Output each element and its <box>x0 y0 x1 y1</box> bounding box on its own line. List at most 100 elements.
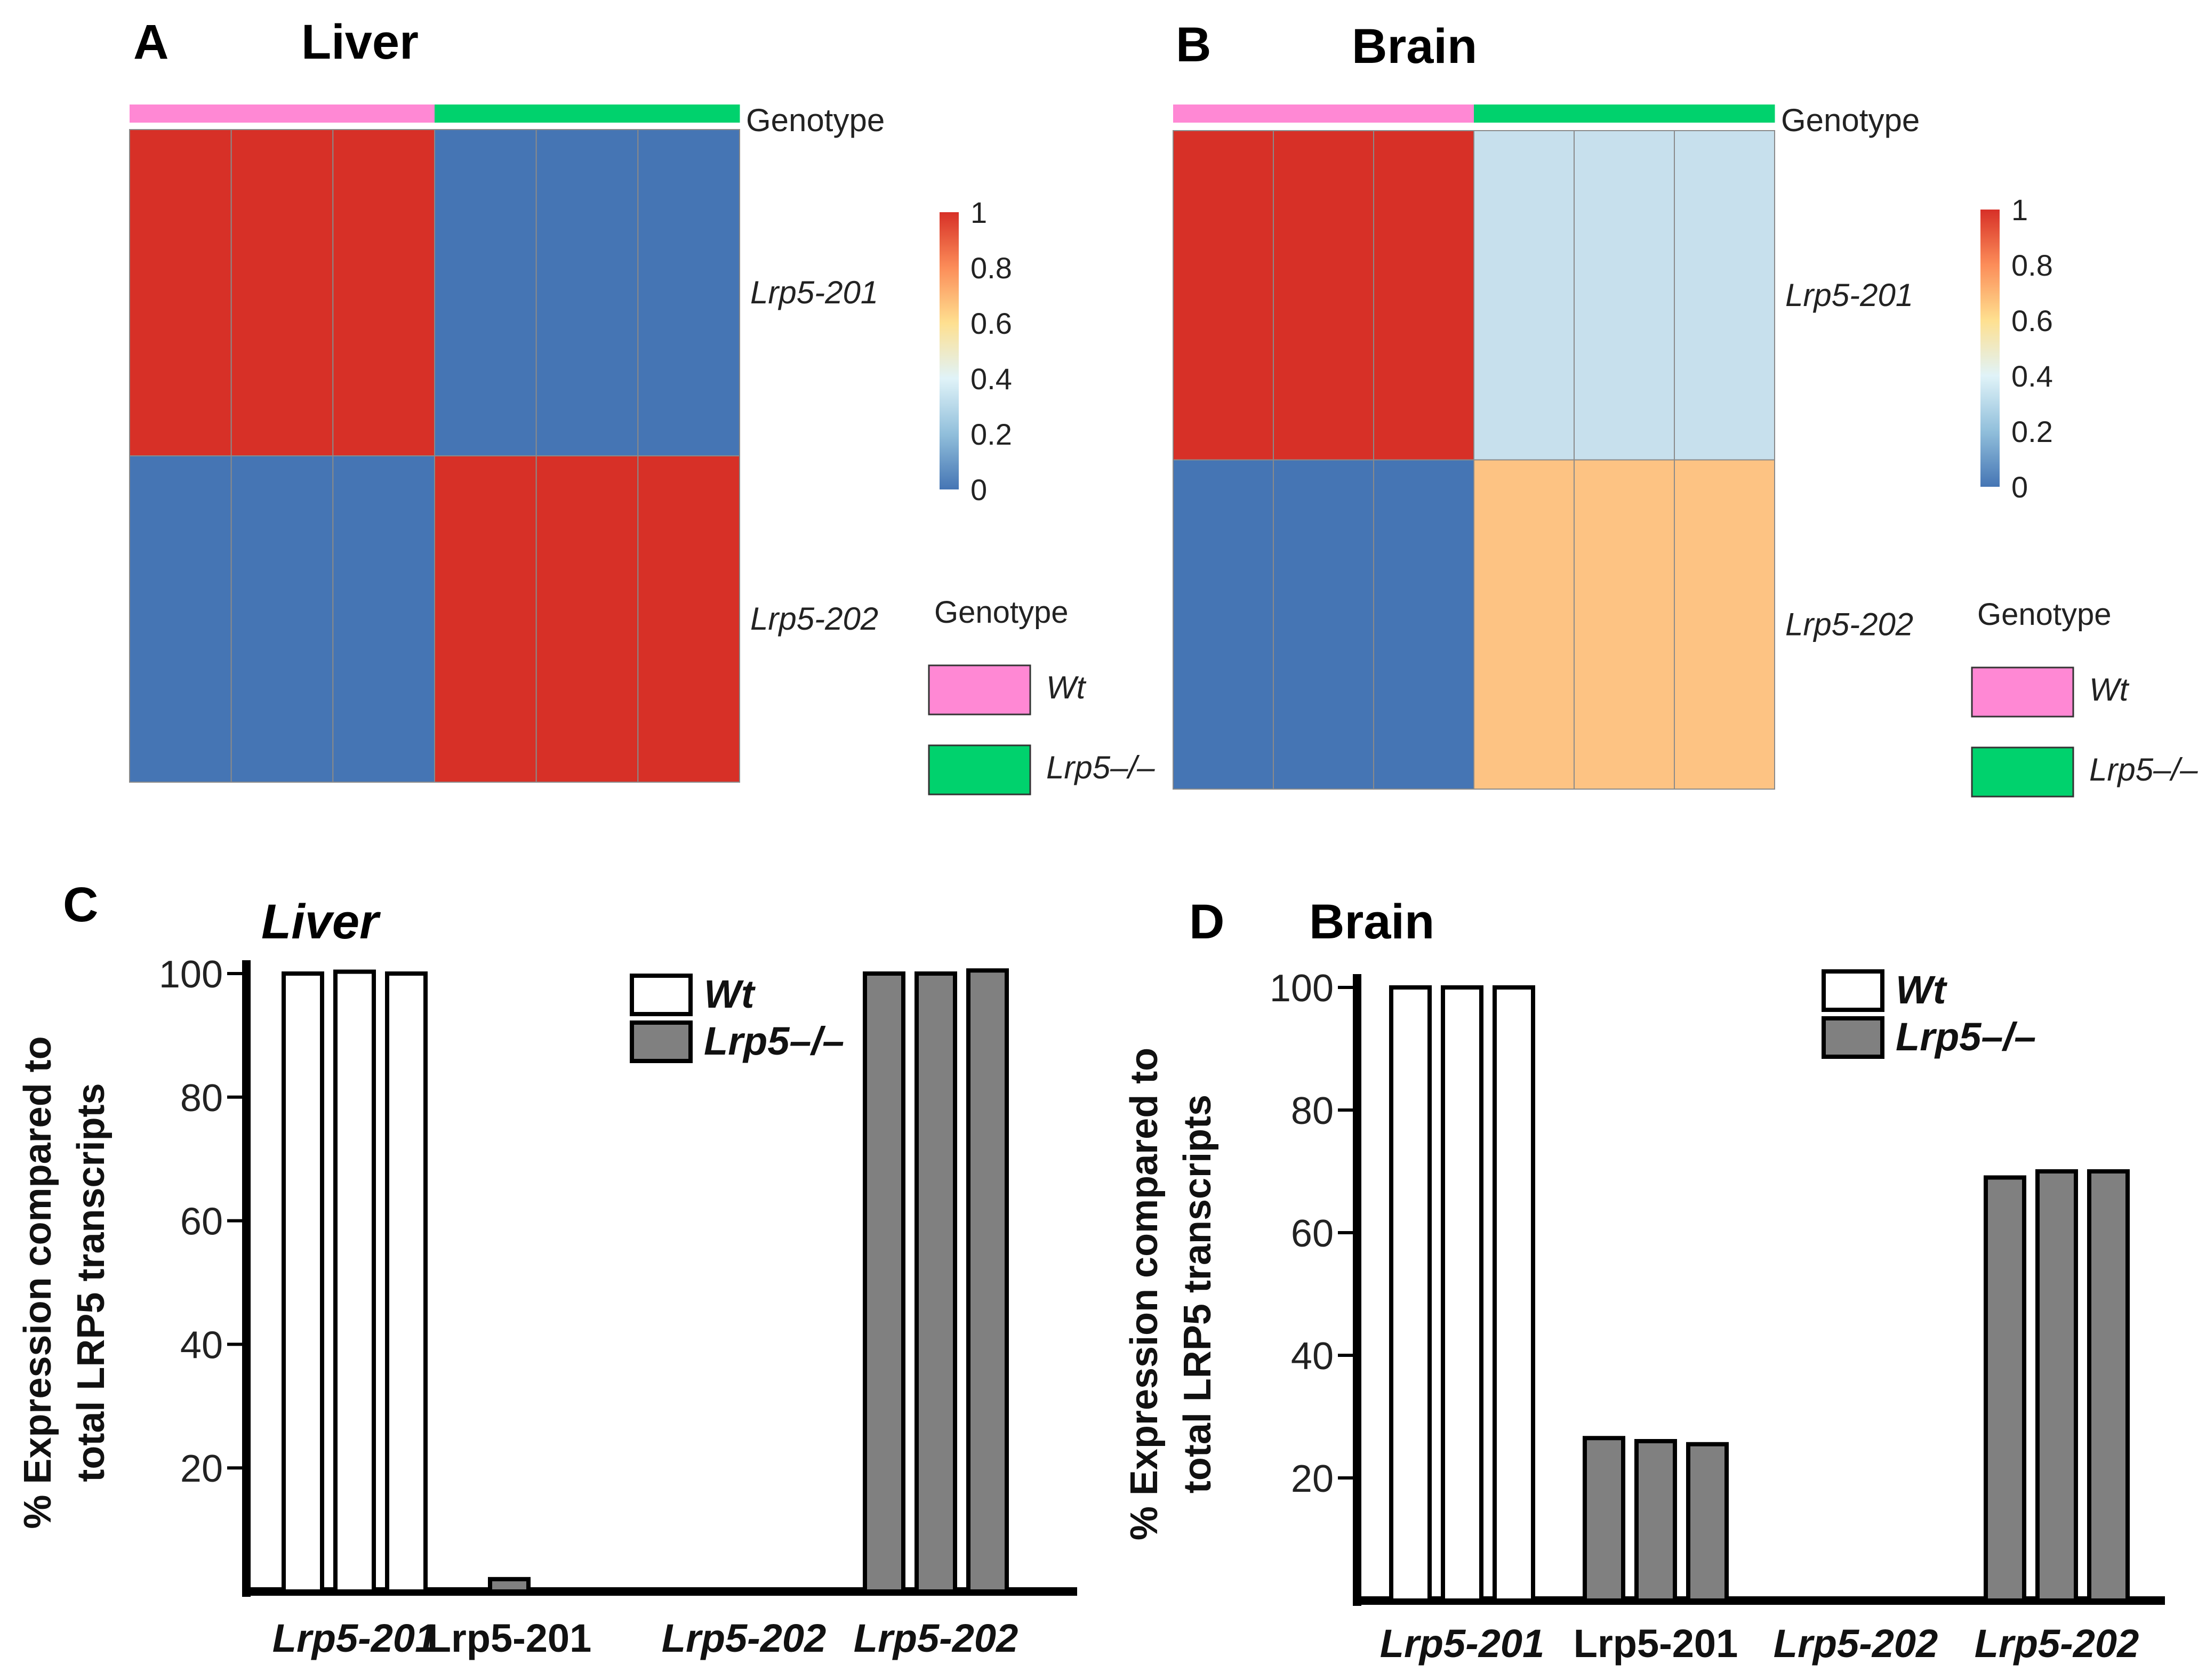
panel-letter-d: D <box>1189 895 1224 949</box>
heatmap-cell-lrp5-202 <box>1574 459 1675 790</box>
x-tick-label-lrp5-201: Lrp5-201 <box>427 1616 591 1660</box>
legend-title: Genotype <box>1977 597 2112 632</box>
y-tick-label: 80 <box>1291 1090 1334 1132</box>
legend-title: Genotype <box>934 595 1069 630</box>
colorbar-tick-label: 0.8 <box>2011 248 2053 282</box>
y-axis-label-line: % Expression compared to <box>1123 1048 1166 1540</box>
panel-letter-c: C <box>63 878 98 932</box>
heatmap-cell-lrp5-201 <box>332 129 435 456</box>
colorbar-tick-label: 0.6 <box>970 307 1012 340</box>
heatmap-title-liver: Liver <box>301 15 419 69</box>
x-tick-label-lrp5-201: Lrp5-201 <box>272 1616 437 1660</box>
heatmap-cell-lrp5-201 <box>1473 130 1575 461</box>
colorbar <box>940 212 959 489</box>
bar-lrp5-201-wt <box>385 971 428 1594</box>
bar-legend-swatch-lrp5-ko <box>630 1020 693 1063</box>
bar-legend-label-lrp5-ko: Lrp5–/– <box>704 1019 844 1063</box>
genotype-annotation-cell <box>435 105 537 123</box>
legend-swatch-lrp5-ko <box>928 744 1031 795</box>
x-tick-label-lrp5-201: Lrp5-201 <box>1574 1621 1738 1666</box>
y-tick-label: 100 <box>1270 967 1334 1010</box>
x-tick-label-lrp5-201: Lrp5-201 <box>1380 1621 1544 1666</box>
bar-lrp5-201-lrp5-ko <box>1634 1439 1677 1603</box>
legend-swatch-wt <box>928 664 1031 716</box>
y-tick-label: 40 <box>1291 1335 1334 1378</box>
genotype-annotation-cell <box>1474 105 1575 123</box>
colorbar-tick-label: 0 <box>2011 470 2028 504</box>
genotype-annotation-cell <box>1173 105 1274 123</box>
legend-swatch-wt <box>1971 666 2074 718</box>
legend-label-lrp5-ko: Lrp5–/– <box>1046 750 1155 785</box>
heatmap-cell-lrp5-202 <box>434 455 537 783</box>
colorbar-tick-label: 0 <box>970 473 987 507</box>
legend-label-wt: Wt <box>1046 670 1087 705</box>
heatmap-row-label-lrp5-201: Lrp5-201 <box>750 275 878 310</box>
heatmap-cell-lrp5-202 <box>129 455 232 783</box>
genotype-annotation-cell <box>1374 105 1474 123</box>
genotype-annotation-label: Genotype <box>1781 102 1920 138</box>
y-tick-label: 80 <box>180 1077 223 1120</box>
colorbar-tick-label: 0.4 <box>2011 359 2053 393</box>
bar-lrp5-202-lrp5-ko <box>863 971 905 1594</box>
bar-lrp5-202-lrp5-ko <box>1984 1175 2026 1603</box>
heatmap-title-brain: Brain <box>1352 19 1477 74</box>
heatmap-cell-lrp5-201 <box>1373 130 1474 461</box>
colorbar-tick-label: 0.8 <box>970 251 1012 285</box>
y-tick-label: 60 <box>180 1201 223 1243</box>
y-tick-label: 20 <box>180 1448 223 1490</box>
bar-lrp5-201-wt <box>333 969 376 1594</box>
y-axis-label-line: total LRP5 transcripts <box>1176 1095 1219 1493</box>
heatmap-cell-lrp5-201 <box>535 129 639 456</box>
x-tick-label-lrp5-202: Lrp5-202 <box>1774 1621 1938 1666</box>
heatmap-cell-lrp5-201 <box>434 129 537 456</box>
heatmap-cell-lrp5-202 <box>1473 459 1575 790</box>
heatmap-cell-lrp5-202 <box>535 455 639 783</box>
heatmap-cell-lrp5-201 <box>1173 130 1274 461</box>
colorbar <box>1980 210 2000 487</box>
bar-lrp5-202-lrp5-ko <box>915 971 957 1594</box>
heatmap-cell-lrp5-202 <box>230 455 334 783</box>
bar-legend-label-lrp5-ko: Lrp5–/– <box>1896 1015 2036 1059</box>
bar-chart-panel-d: D Brain 20 40 60 80 100 % Expression compared… <box>1123 895 2165 1666</box>
heatmap-row-label-lrp5-202: Lrp5-202 <box>750 601 878 637</box>
bar-legend-swatch-wt <box>1822 969 1884 1012</box>
bar-lrp5-201-wt <box>1441 985 1483 1603</box>
colorbar-tick-label: 0.2 <box>2011 415 2053 448</box>
bar-lrp5-201-wt <box>1493 985 1535 1603</box>
genotype-annotation-cell <box>130 105 232 123</box>
genotype-annotation-cell <box>231 105 333 123</box>
panel-letter-a: A <box>133 15 169 69</box>
y-tick-label: 20 <box>1291 1458 1334 1500</box>
bar-legend-label-wt: Wt <box>1896 968 1948 1012</box>
bar-lrp5-201-wt <box>1389 985 1432 1603</box>
legend-label-lrp5-ko: Lrp5–/– <box>2089 752 2198 787</box>
genotype-annotation-cell <box>1674 105 1775 123</box>
heatmap-cell-lrp5-202 <box>637 455 741 783</box>
bar-chart-title-brain: Brain <box>1309 895 1434 949</box>
bar-lrp5-201-wt <box>282 971 324 1594</box>
y-tick-label: 40 <box>180 1324 223 1366</box>
bar-chart-title-liver: Liver <box>261 895 381 949</box>
y-tick-label: 60 <box>1291 1212 1334 1255</box>
genotype-annotation-cell <box>536 105 638 123</box>
bar-legend-label-wt: Wt <box>704 972 756 1016</box>
colorbar-tick-label: 0.2 <box>970 417 1012 451</box>
heatmap-cell-lrp5-202 <box>1674 459 1775 790</box>
legend-swatch-lrp5-ko <box>1971 746 2074 798</box>
heatmap-cell-lrp5-201 <box>1273 130 1374 461</box>
heatmap-row-label-lrp5-201: Lrp5-201 <box>1785 277 1913 313</box>
bar-lrp5-201-lrp5-ko <box>1686 1442 1729 1603</box>
bar-legend-swatch-lrp5-ko <box>1822 1016 1884 1059</box>
colorbar-tick-label: 0.6 <box>2011 304 2053 337</box>
heatmap-cell-lrp5-202 <box>1373 459 1474 790</box>
x-tick-label-lrp5-202: Lrp5-202 <box>1975 1621 2139 1666</box>
bar-lrp5-202-lrp5-ko <box>966 968 1009 1594</box>
heatmap-cell-lrp5-201 <box>1574 130 1675 461</box>
heatmap-panel-a: A Liver Genotype Lrp5-201 Lrp5-202 1 0.8 0.6 0… <box>129 15 1155 795</box>
heatmap-panel-b: B Brain Genotype Lrp5-201 Lrp5-202 1 0.8 0.6 0… <box>1173 18 2198 798</box>
colorbar-tick-label: 0.4 <box>970 362 1012 396</box>
bar-lrp5-201-lrp5-ko <box>1583 1436 1625 1603</box>
legend-label-wt: Wt <box>2089 672 2130 708</box>
genotype-annotation-cell <box>333 105 435 123</box>
